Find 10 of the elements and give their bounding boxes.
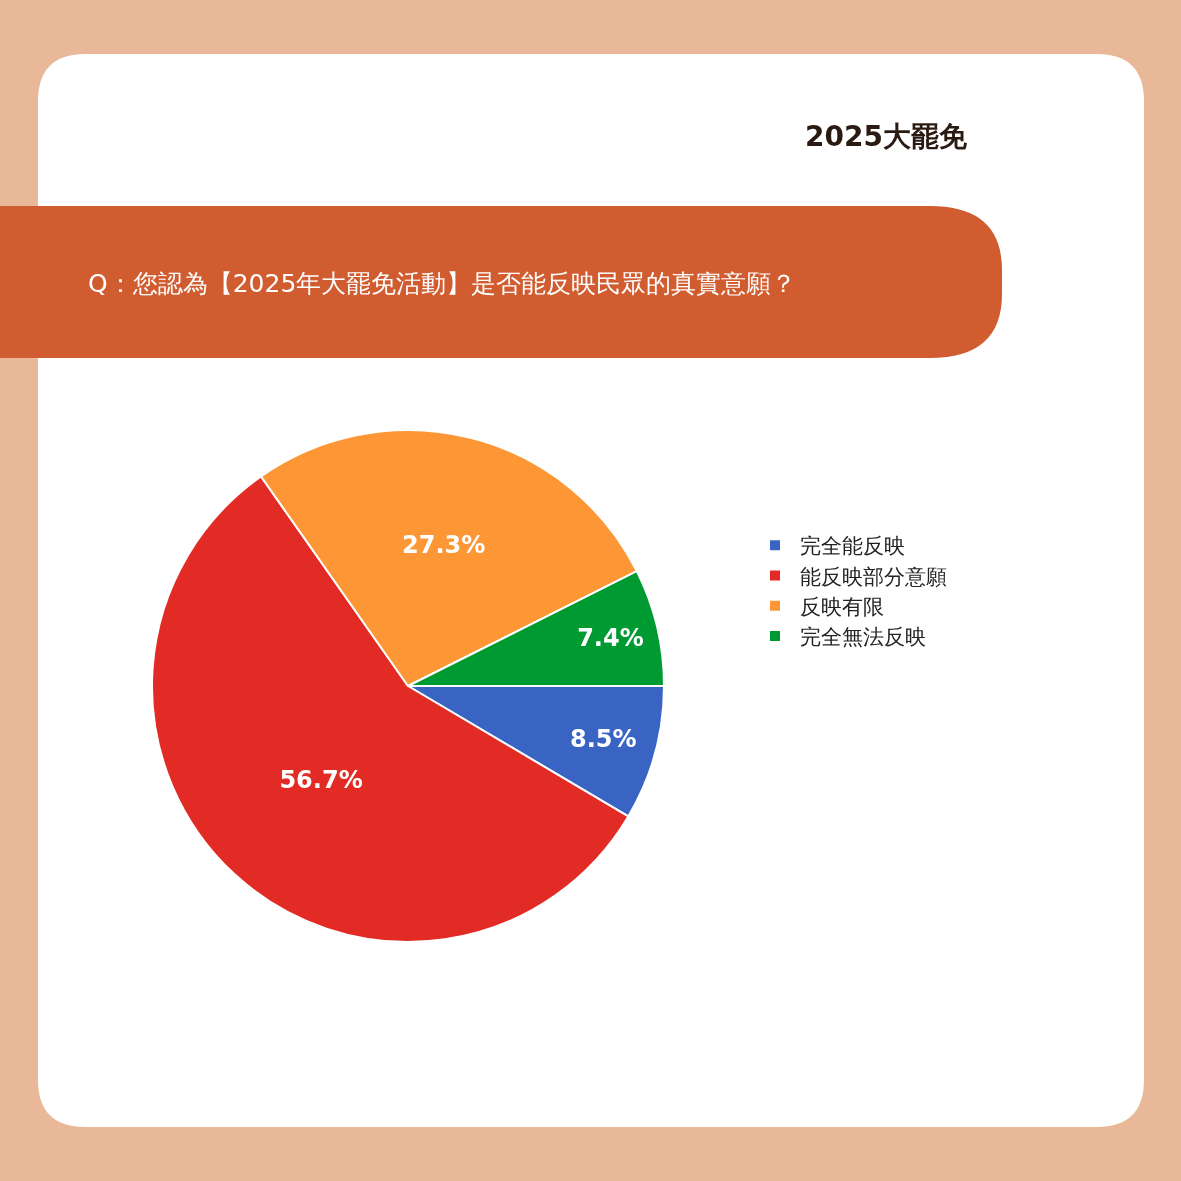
legend-label: 完全無法反映 xyxy=(800,625,926,650)
chart-subtitle: 2025大罷免 xyxy=(805,120,968,153)
data-label: 7.4% xyxy=(577,624,644,653)
data-label: 27.3% xyxy=(401,530,486,559)
legend-label: 反映有限 xyxy=(800,594,884,619)
chart-title: Q：您認為【2025年大罷免活動】是否能反映民眾的真實意願？ xyxy=(88,268,797,298)
legend-label: 能反映部分意願 xyxy=(800,564,947,589)
data-label: 56.7% xyxy=(279,765,363,794)
data-label: 8.5% xyxy=(570,725,637,754)
legend-label: 完全能反映 xyxy=(800,534,905,559)
